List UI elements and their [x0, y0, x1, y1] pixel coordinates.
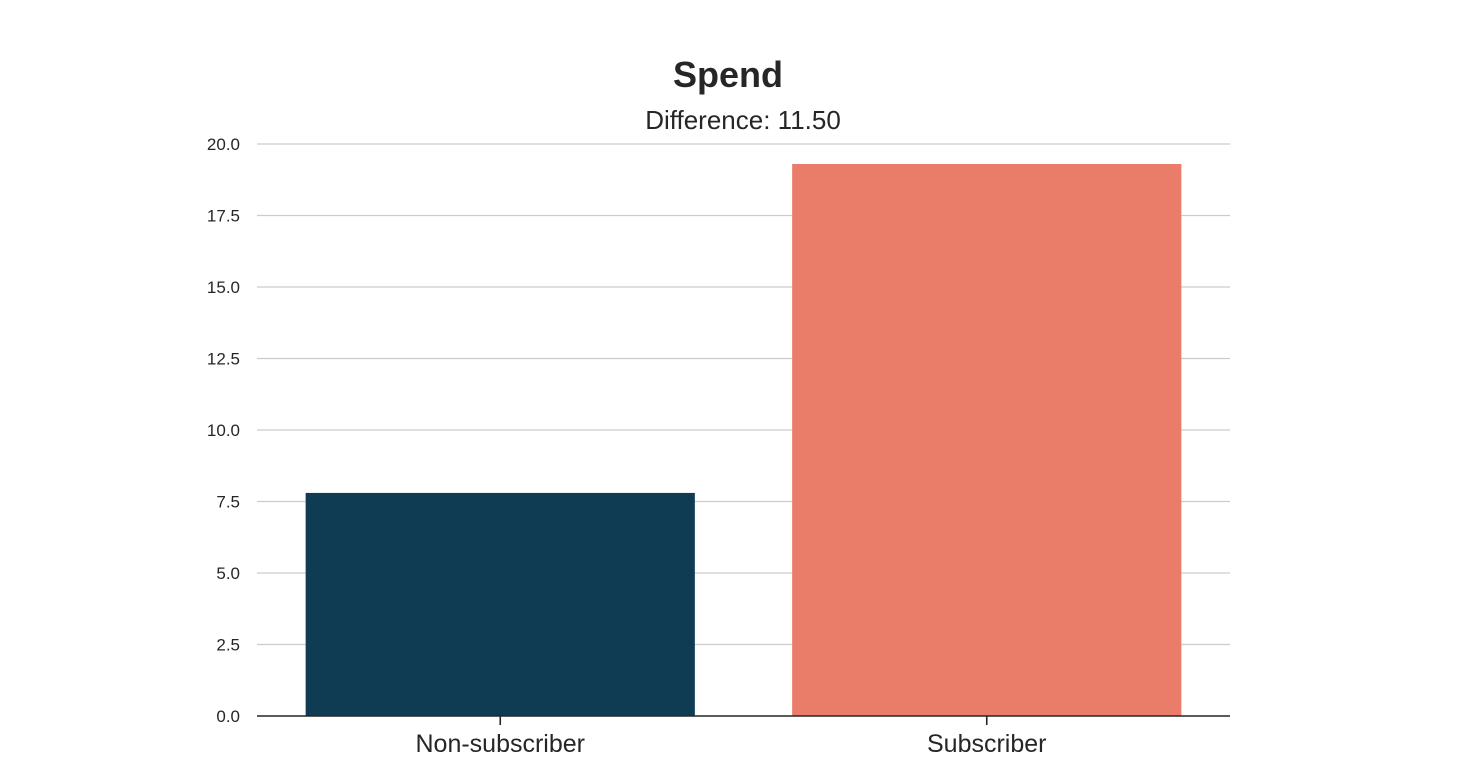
y-tick-label: 17.5 [207, 207, 240, 226]
y-tick-label: 0.0 [216, 707, 240, 726]
y-tick-label: 15.0 [207, 278, 240, 297]
y-tick-label: 20.0 [207, 135, 240, 154]
y-tick-label: 10.0 [207, 421, 240, 440]
axes: 0.0 2.5 5.0 7.5 10.0 12.5 15.0 17.5 20.0 Non-subs… [207, 135, 1230, 758]
y-tick-label: 7.5 [216, 493, 240, 512]
chart-title: Spend [673, 54, 783, 95]
y-tick-label: 5.0 [216, 564, 240, 583]
bars [305, 164, 1182, 716]
bar-non-subscriber [305, 492, 695, 716]
x-tick-label: Subscriber [927, 730, 1047, 758]
y-tick-label: 12.5 [207, 350, 240, 369]
x-tick-label: Non-subscriber [415, 730, 585, 758]
y-tick-label: 2.5 [216, 636, 240, 655]
bar-subscriber [792, 164, 1182, 716]
chart-subtitle: Difference: 11.50 [645, 105, 841, 135]
